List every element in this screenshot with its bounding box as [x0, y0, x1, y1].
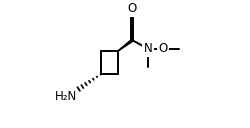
Text: O: O	[128, 2, 137, 15]
Text: H₂N: H₂N	[55, 90, 78, 103]
Text: O: O	[158, 42, 168, 55]
Polygon shape	[118, 39, 133, 51]
Text: N: N	[144, 42, 152, 55]
